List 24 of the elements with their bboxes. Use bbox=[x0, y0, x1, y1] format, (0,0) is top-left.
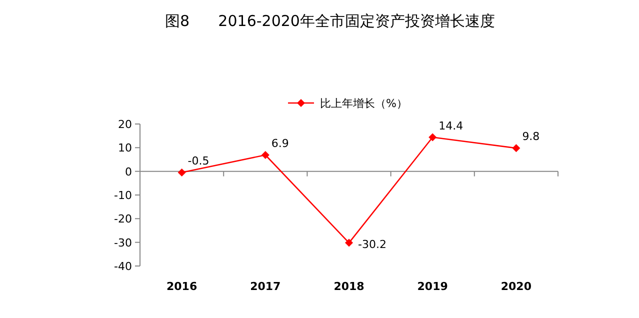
y-tick-label: 10 bbox=[118, 142, 132, 155]
y-tick-label: 0 bbox=[125, 165, 132, 178]
y-tick-label: -40 bbox=[114, 260, 132, 273]
point bbox=[261, 151, 270, 160]
x-tick-label: 2017 bbox=[250, 280, 281, 293]
x-tick-label: 2019 bbox=[417, 280, 448, 293]
x-tick-label: 2020 bbox=[500, 280, 532, 293]
y-tick-label: 20 bbox=[118, 118, 132, 131]
chart-title: 图8 2016-2020年全市固定资产投资增长速度 bbox=[165, 12, 495, 30]
y-tick-label: -30 bbox=[114, 236, 132, 250]
y-tick-label: -20 bbox=[114, 212, 132, 226]
data-label: 6.9 bbox=[271, 137, 289, 150]
data-label: -30.2 bbox=[358, 238, 386, 251]
y-tick-label: -10 bbox=[114, 189, 132, 202]
point bbox=[178, 168, 186, 177]
point bbox=[428, 133, 437, 142]
legend-label: 比上年增长（%） bbox=[320, 97, 408, 110]
data-label: -0.5 bbox=[188, 154, 210, 168]
data-label: 14.4 bbox=[438, 119, 464, 132]
data-label: 9.8 bbox=[522, 130, 540, 144]
point bbox=[512, 144, 520, 152]
x-tick-label: 2018 bbox=[334, 280, 364, 293]
x-tick-label: 2016 bbox=[166, 280, 198, 293]
point bbox=[345, 238, 353, 247]
